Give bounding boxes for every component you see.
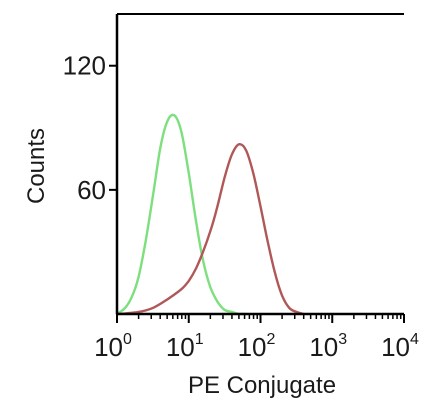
x-tick-label-exponent: 0 <box>123 331 132 348</box>
x-tick-label: 102 <box>238 331 276 362</box>
x-tick-label-base: 10 <box>238 332 267 362</box>
x-tick-label-base: 10 <box>94 332 123 362</box>
x-tick-label: 101 <box>166 331 204 362</box>
x-tick-label: 103 <box>309 331 347 362</box>
x-tick-label-base: 10 <box>381 332 410 362</box>
tick-layer <box>109 64 405 323</box>
x-tick-label: 104 <box>381 331 419 362</box>
x-tick-label: 100 <box>94 331 132 362</box>
x-tick-label-exponent: 3 <box>338 331 347 348</box>
histogram-series-2 <box>115 143 305 316</box>
y-tick-label: 120 <box>63 51 106 81</box>
histogram-series-1 <box>115 113 248 316</box>
x-tick-label-base: 10 <box>166 332 195 362</box>
y-tick-label: 60 <box>77 175 106 205</box>
x-tick-label-exponent: 4 <box>410 331 419 348</box>
x-axis-title: PE Conjugate <box>188 372 336 399</box>
x-tick-label-exponent: 1 <box>195 331 204 348</box>
axes-frame <box>115 13 404 316</box>
y-axis-title: Counts <box>23 128 50 204</box>
x-tick-label-base: 10 <box>309 332 338 362</box>
x-tick-label-exponent: 2 <box>267 331 276 348</box>
series-layer <box>115 113 305 316</box>
